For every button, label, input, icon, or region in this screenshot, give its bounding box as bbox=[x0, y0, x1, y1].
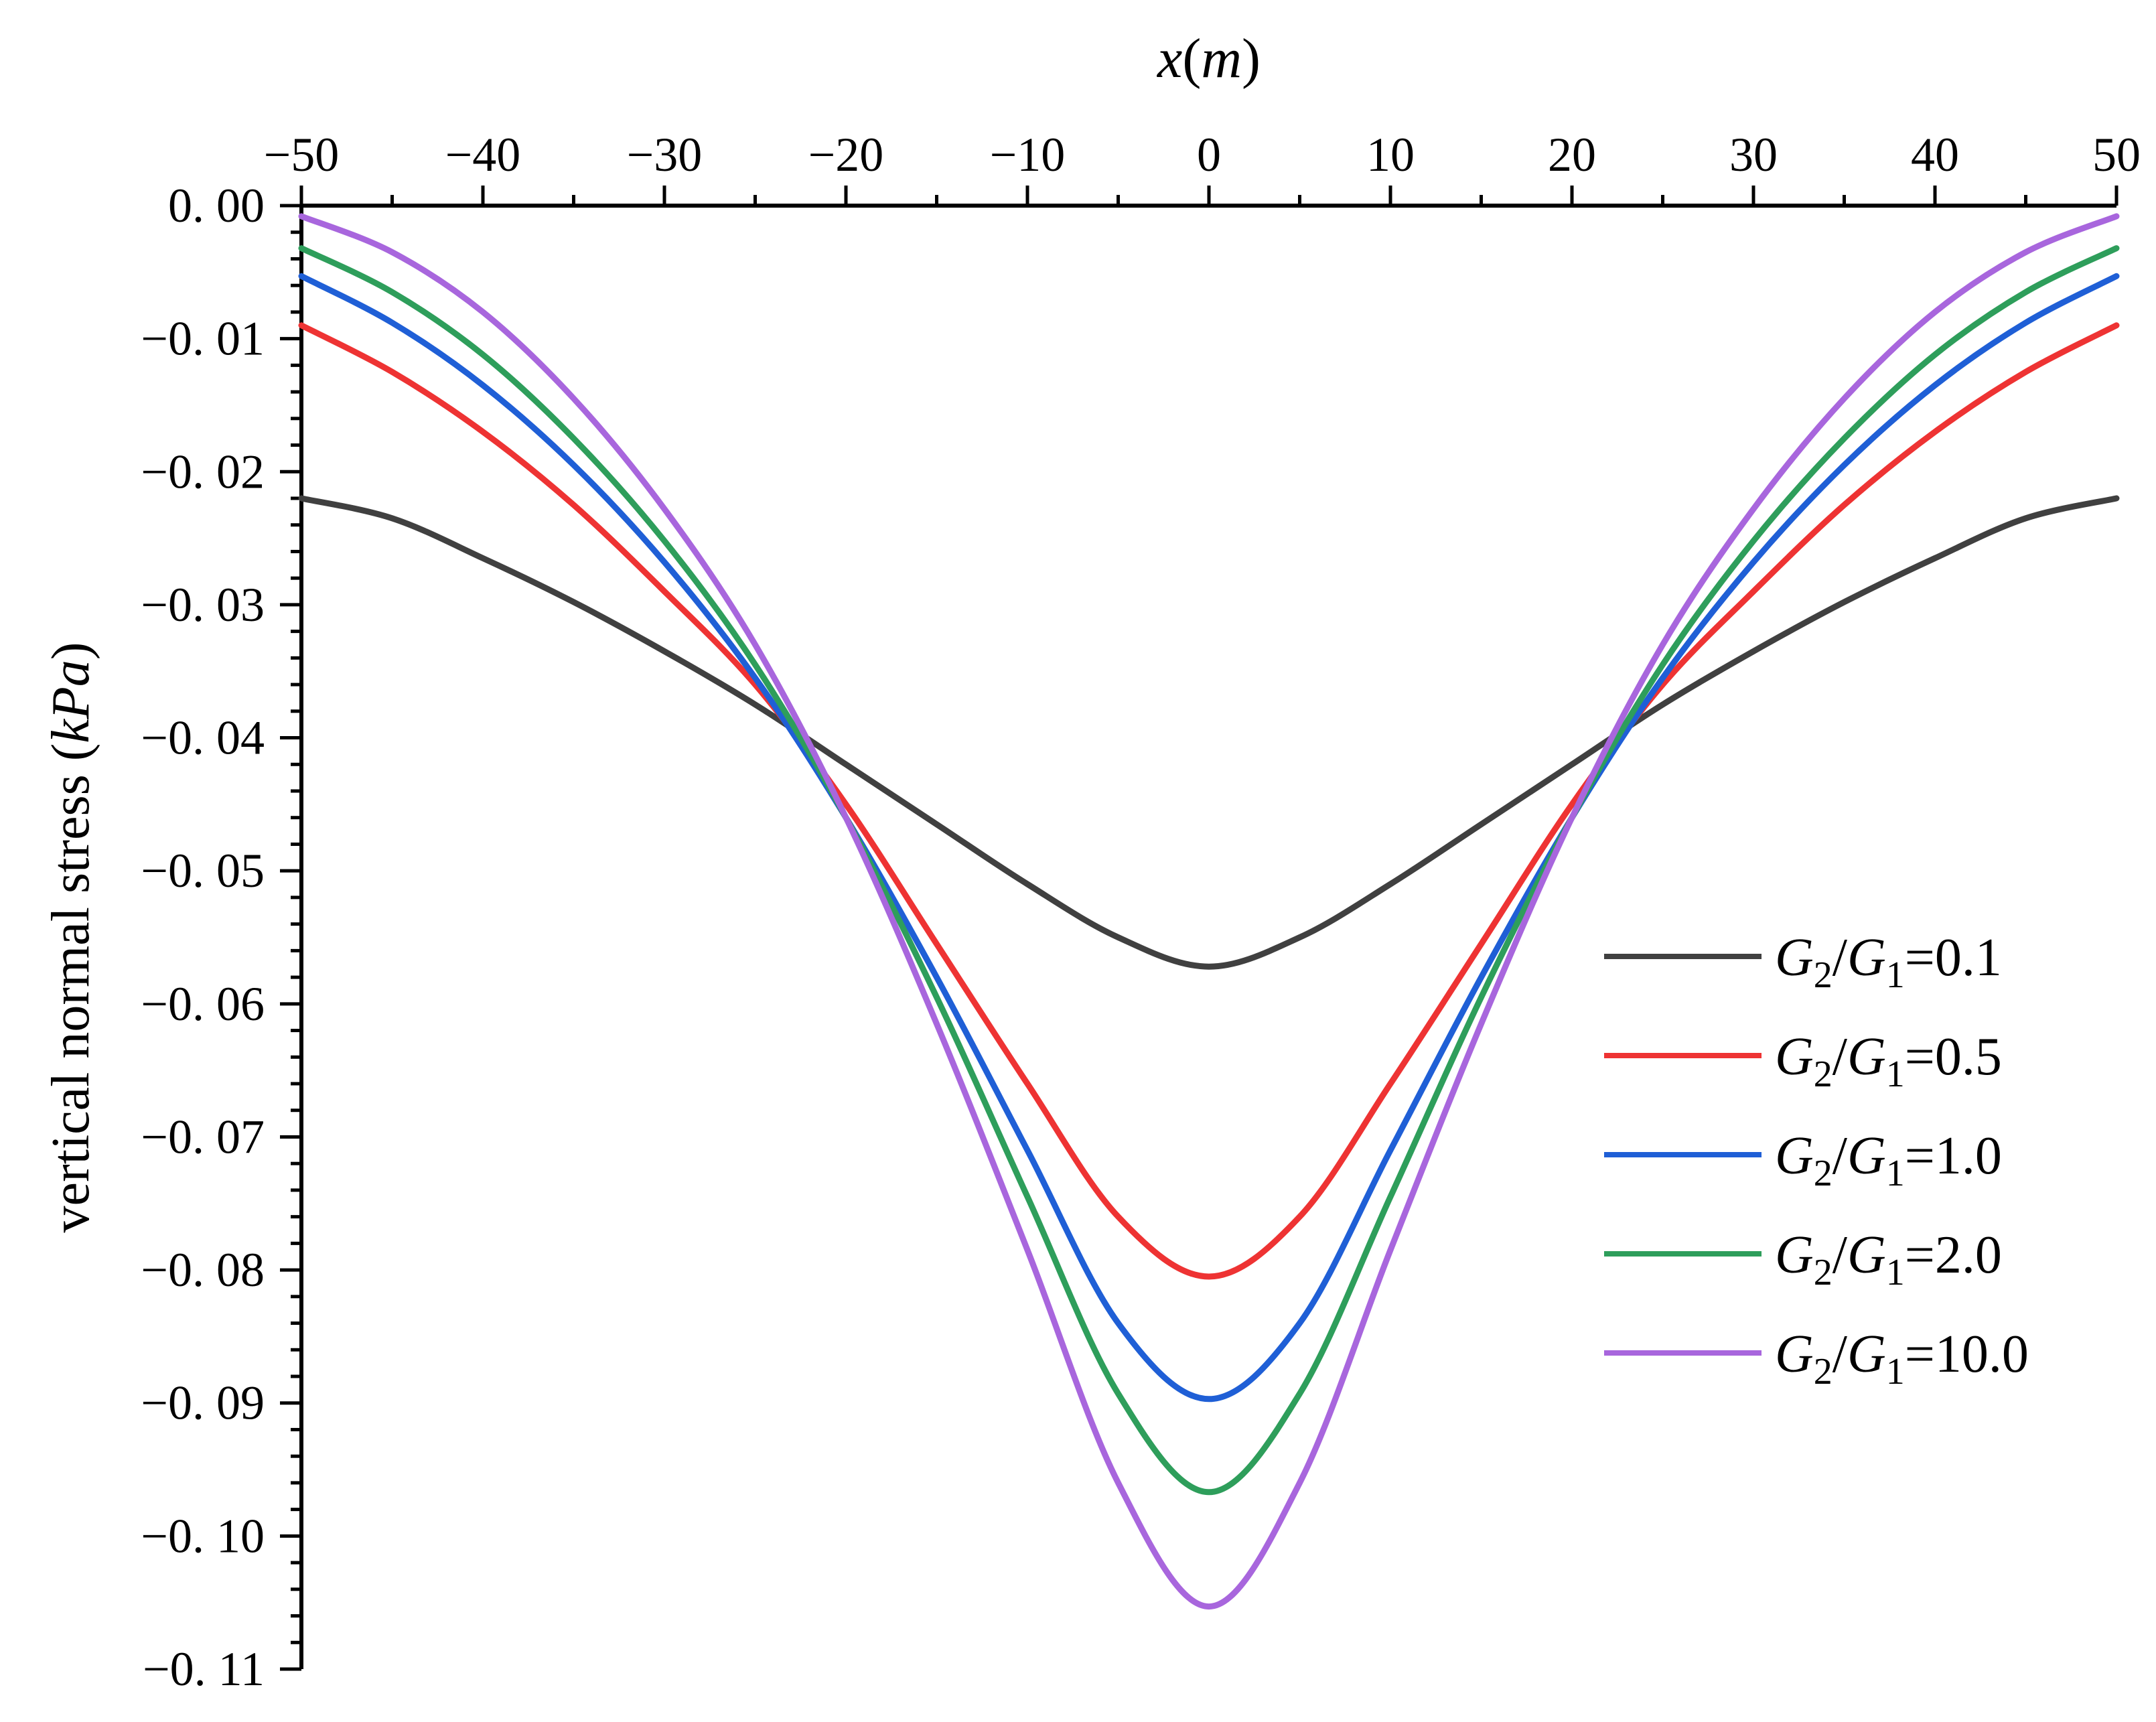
y-tick-label: 0. 00 bbox=[168, 179, 265, 232]
legend-item: G2/G1=0.1 bbox=[1604, 928, 2002, 996]
series-line bbox=[298, 245, 2120, 1496]
x-tick-label: −50 bbox=[264, 128, 340, 182]
y-tick-label: −0. 09 bbox=[141, 1376, 265, 1430]
x-tick-label: 10 bbox=[1366, 128, 1415, 182]
legend-item: G2/G1=1.0 bbox=[1604, 1127, 2002, 1194]
plot-series bbox=[298, 213, 2120, 1610]
y-tick-label: −0. 01 bbox=[141, 312, 265, 366]
legend: G2/G1=0.1 G2/G1=0.5 G2/G1=1.0 G2/G1=2.0 G2/G… bbox=[1604, 928, 2029, 1392]
series-line bbox=[298, 273, 2120, 1403]
y-tick-label: −0. 04 bbox=[141, 711, 265, 765]
x-tick-label: 40 bbox=[1911, 128, 1959, 182]
y-tick-label: −0. 06 bbox=[141, 977, 265, 1031]
series-line bbox=[298, 322, 2120, 1280]
series-line bbox=[298, 495, 2120, 970]
legend-label: G2/G1=0.5 bbox=[1775, 1027, 2002, 1095]
x-tick-label: 50 bbox=[2092, 128, 2141, 182]
x-tick-label: −20 bbox=[808, 128, 884, 182]
x-tick-label: 0 bbox=[1197, 128, 1221, 182]
y-tick-label: −0. 11 bbox=[143, 1642, 265, 1696]
x-ticks: −50 −40 −30 −20 −10 0 10 20 30 40 50 bbox=[264, 128, 2141, 206]
legend-label: G2/G1=0.1 bbox=[1775, 928, 2002, 996]
x-tick-label: −40 bbox=[445, 128, 521, 182]
legend-item: G2/G1=10.0 bbox=[1604, 1325, 2029, 1392]
series-line bbox=[298, 213, 2120, 1610]
x-axis-title: x(m) bbox=[1156, 27, 1261, 90]
y-tick-label: −0. 02 bbox=[141, 445, 265, 498]
legend-label: G2/G1=10.0 bbox=[1775, 1325, 2029, 1392]
legend-item: G2/G1=2.0 bbox=[1604, 1226, 2002, 1293]
axes: −50 −40 −30 −20 −10 0 10 20 30 40 50 0. 00 −0. 01 −0… bbox=[141, 128, 2141, 1696]
y-tick-label: −0. 07 bbox=[141, 1110, 265, 1163]
x-tick-label: −10 bbox=[990, 128, 1066, 182]
y-ticks: 0. 00 −0. 01 −0. 02 −0. 03 −0. 04 −0. 05 −0. 0… bbox=[141, 179, 301, 1696]
legend-label: G2/G1=1.0 bbox=[1775, 1127, 2002, 1194]
x-tick-label: −30 bbox=[627, 128, 703, 182]
x-tick-label: 20 bbox=[1548, 128, 1596, 182]
y-axis-title: vertical normal stress (kPa) bbox=[42, 642, 100, 1233]
y-tick-label: −0. 05 bbox=[141, 844, 265, 898]
y-tick-label: −0. 10 bbox=[141, 1509, 265, 1563]
legend-item: G2/G1=0.5 bbox=[1604, 1027, 2002, 1095]
y-tick-label: −0. 03 bbox=[141, 578, 265, 632]
legend-label: G2/G1=2.0 bbox=[1775, 1226, 2002, 1293]
y-tick-label: −0. 08 bbox=[141, 1243, 265, 1297]
x-tick-label: 30 bbox=[1729, 128, 1778, 182]
